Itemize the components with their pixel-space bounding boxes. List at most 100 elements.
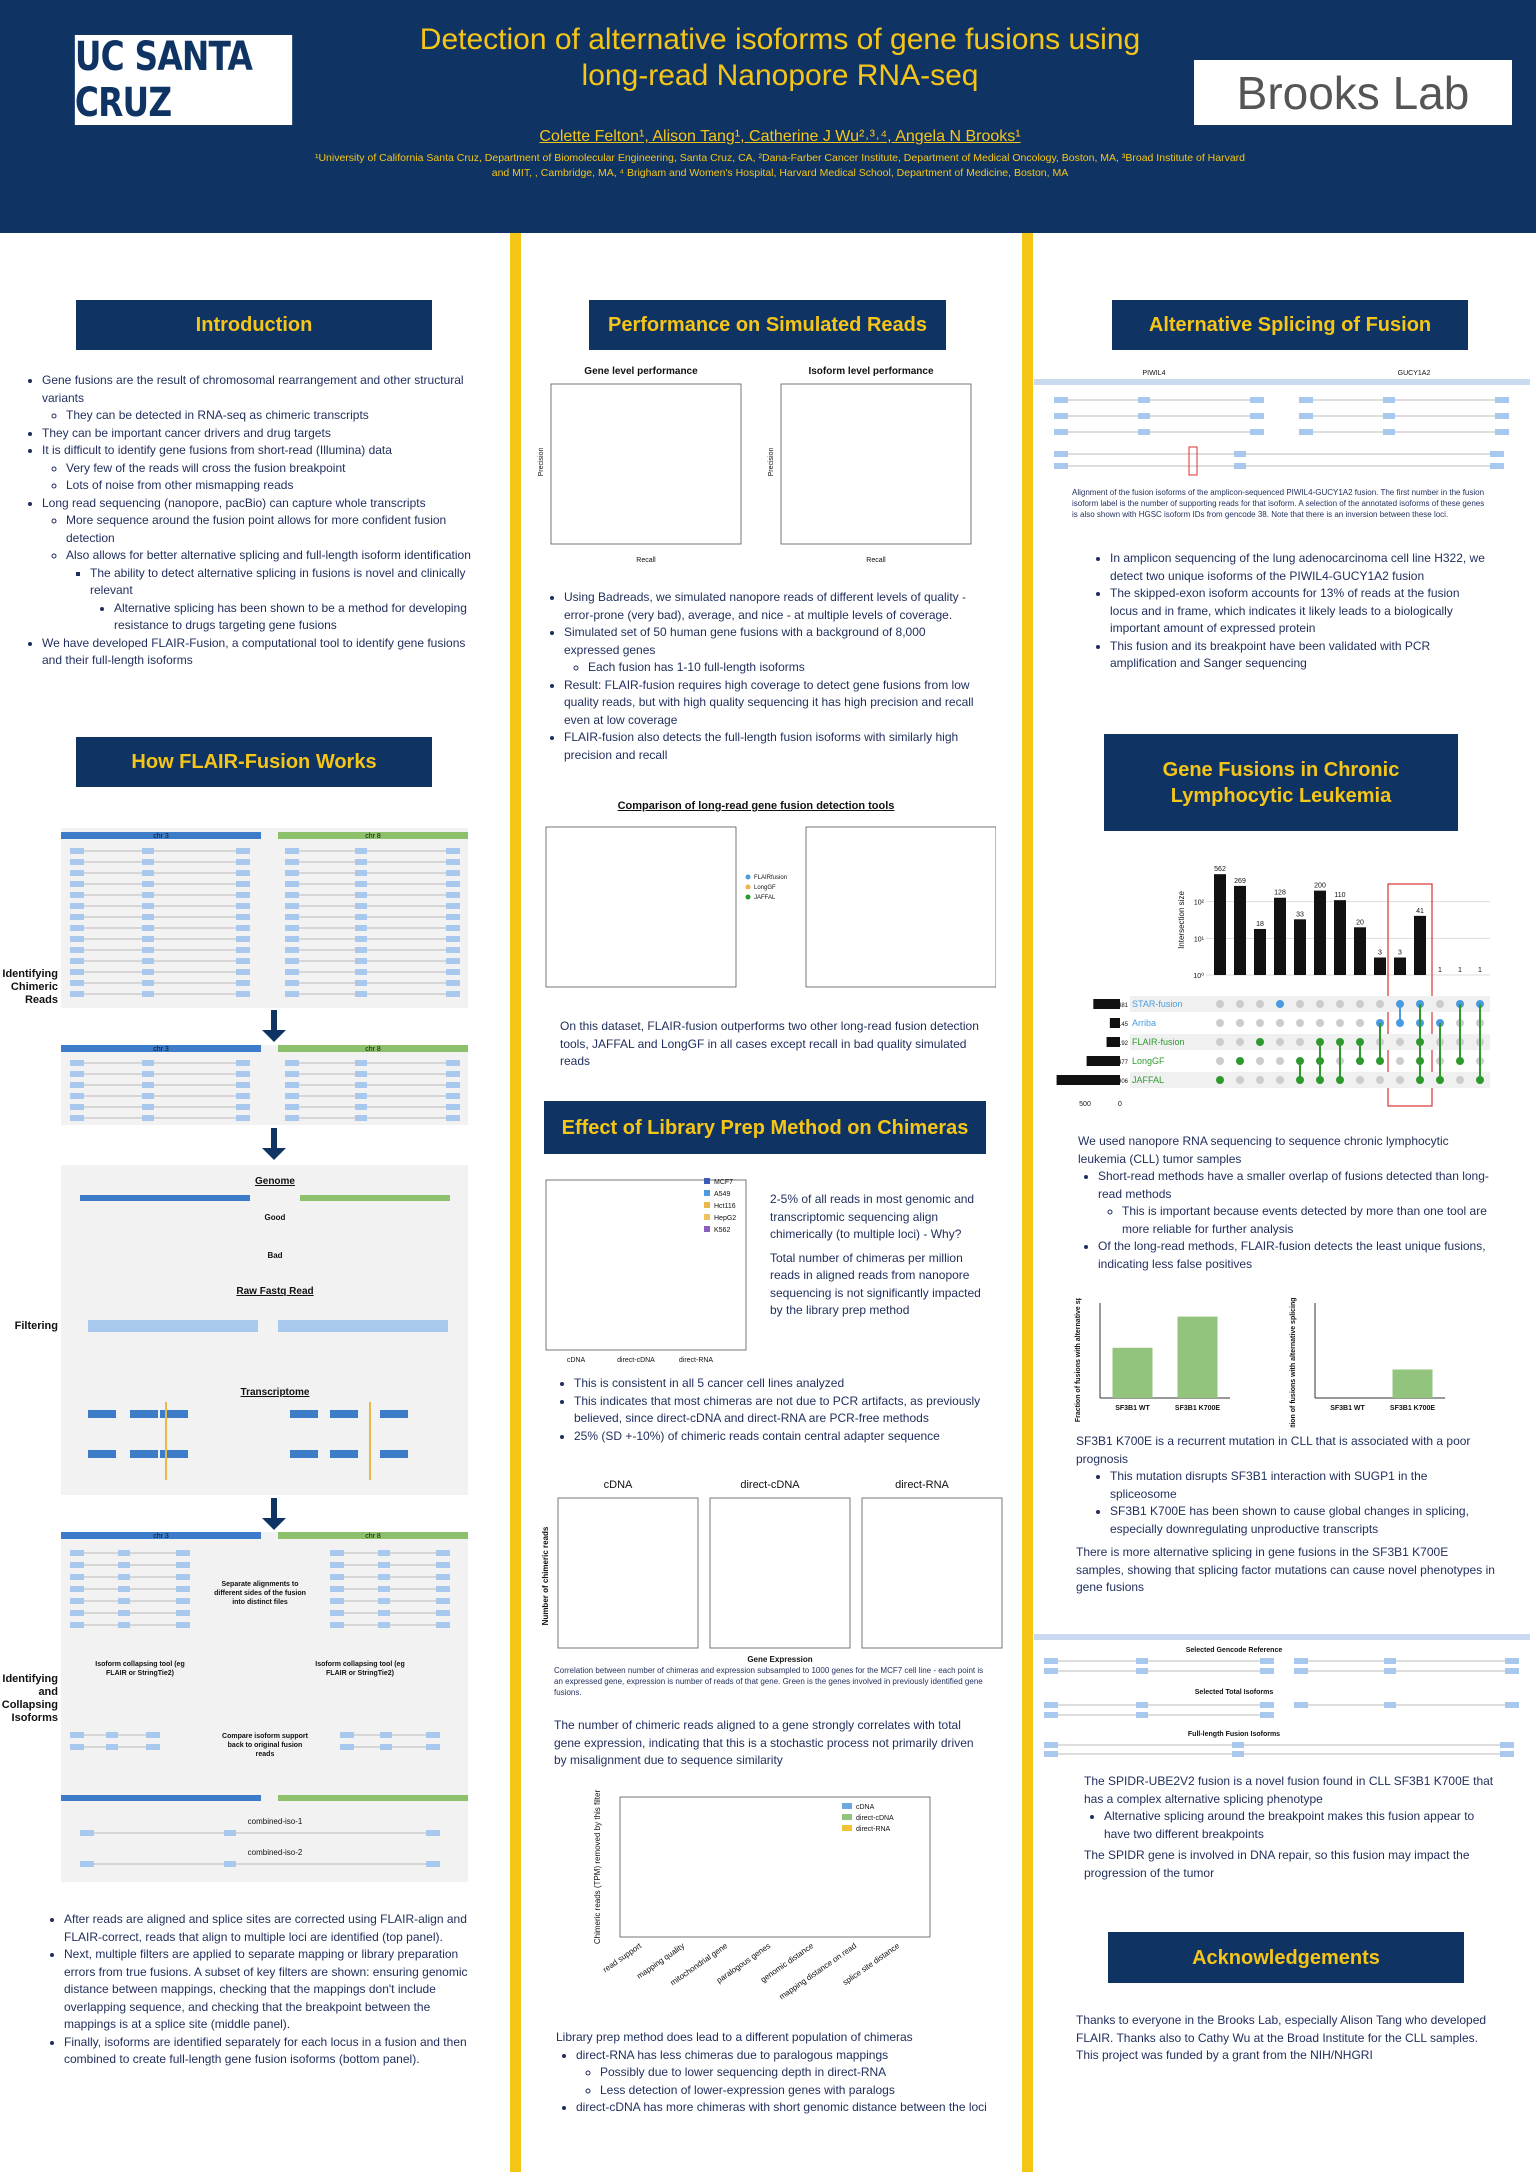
x-tick-label: SF3B1 K700E [1390,1405,1435,1412]
exon [146,1732,160,1738]
exon [118,1598,130,1604]
exon [236,947,250,953]
exon [1299,429,1313,435]
bullet-text: This fusion and its breakpoint have been… [1110,638,1431,671]
exon [1138,397,1150,403]
set-bar [1056,1075,1120,1085]
matrix-dot [1436,1000,1444,1008]
exon [1136,1712,1148,1718]
exon [285,1104,299,1110]
bullet-list: The ability to detect alternative splici… [66,565,472,635]
bullet-text: This indicates that most chimeras are no… [574,1393,981,1426]
scatter-caption: Correlation between number of chimeras a… [554,1666,984,1697]
value-label: 20 [1356,919,1364,926]
cll-text-2: SF3B1 K700E is a recurrent mutation in C… [1076,1433,1496,1597]
paragraph: Library prep method does lead to a diffe… [556,2030,913,2044]
exon [355,980,367,986]
exon [285,947,299,953]
exon [142,1060,154,1066]
bullet-text: They can be detected in RNA-seq as chime… [66,408,369,422]
bar [1314,890,1326,975]
bar [1394,957,1406,975]
list: Short-read methods have a smaller overla… [1078,1168,1498,1273]
x-tick-label: 500 [1079,1101,1091,1108]
exon [285,881,299,887]
exon [1384,1668,1396,1674]
label: Precision [768,448,775,477]
column-divider [510,233,521,2172]
exon [1054,429,1068,435]
exon [70,1562,84,1568]
matrix-dot [1376,1076,1384,1084]
arrow [271,1010,277,1032]
exon [70,1104,84,1110]
exon [106,1732,118,1738]
bullet-text: Short-read methods have a smaller overla… [1098,1169,1489,1201]
axes [709,1497,851,1649]
authors-text: Colette Felton¹, Alison Tang¹, Catherine… [539,128,1021,145]
exon [142,980,154,986]
exon [446,1093,460,1099]
exon [1044,1712,1058,1718]
exon [1384,1702,1396,1708]
bullet-item: Gene fusions are the result of chromosom… [42,372,472,425]
exon [1383,397,1395,403]
exon [380,1450,408,1458]
label: Number of chimeric reads [541,1526,550,1625]
exon [224,1861,236,1867]
exon [236,870,250,876]
exon [355,903,367,909]
exon [106,1744,118,1750]
exon [130,1410,158,1418]
matrix-dot [1316,1019,1324,1027]
exon [118,1610,130,1616]
label: LongGF [754,885,776,891]
bullet-item: SF3B1 K700E has been shown to cause glob… [1110,1503,1496,1538]
matrix-dot [1216,1038,1224,1046]
chromosome [61,1532,261,1539]
exon [446,969,460,975]
label: direct-cDNA [856,1815,894,1822]
bullet-item: This is important because events detecte… [1122,1203,1498,1238]
exon [70,914,84,920]
exon [1044,1742,1058,1748]
exon [142,870,154,876]
bullet-list: Possibly due to lower sequencing depth i… [576,2064,996,2099]
exon [340,1744,354,1750]
matrix-dot [1396,1038,1404,1046]
bullet-list: Very few of the reads will cross the fus… [42,460,472,495]
exon [142,1104,154,1110]
chromosome [278,1795,468,1801]
figure-note: Isoform collapsing tool (eg FLAIR or Str… [315,1661,404,1677]
flair-figure: chr 3 chr 8 chr 3 chr 8 Genome Good Bad Raw Fas… [61,828,468,1882]
library-list: This is consistent in all 5 cancer cell … [554,1375,994,1445]
label: GUCY1A2 [1398,370,1431,377]
exon [142,969,154,975]
bullet-item: It is difficult to identify gene fusions… [42,442,472,495]
exon [1294,1668,1308,1674]
exon [446,1060,460,1066]
cll-text-3: The SPIDR-UBE2V2 fusion is a novel fusio… [1084,1773,1494,1882]
bullet-text: After reads are aligned and splice sites… [64,1912,467,1944]
exon [285,870,299,876]
exon [330,1410,358,1418]
authors: Colette Felton¹, Alison Tang¹, Catherine… [330,128,1230,146]
paragraph: This project was funded by a grant from … [1076,2048,1373,2062]
set-size-label: 381 [1118,1003,1129,1009]
bullet-item: Alternative splicing around the breakpoi… [1104,1808,1494,1843]
exon [330,1622,344,1628]
exon [70,936,84,942]
exon [142,958,154,964]
matrix-dot [1236,1019,1244,1027]
matrix-dot [1276,1000,1284,1008]
bullet-item: More sequence around the fusion point al… [66,512,472,547]
label: combined-iso-1 [248,1817,303,1826]
exon [285,892,299,898]
value-label: 128 [1274,890,1286,897]
exon [1232,1742,1244,1748]
exon [446,870,460,876]
comparison-text: On this dataset, FLAIR-fusion outperform… [560,1019,979,1068]
bullet-list: More sequence around the fusion point al… [42,512,472,635]
label: direct-cDNA [740,1479,800,1491]
